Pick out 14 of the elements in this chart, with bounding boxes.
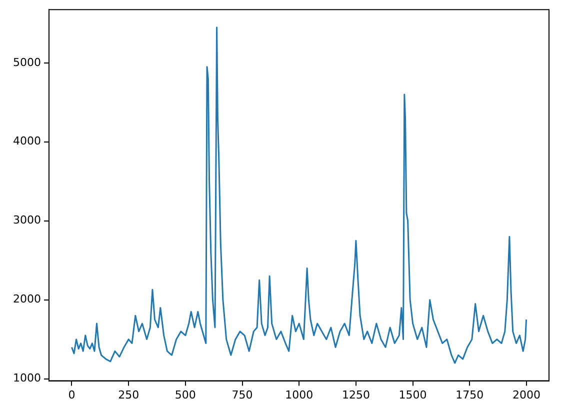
x-tick-label: 500 bbox=[174, 388, 196, 402]
x-tick-label: 0 bbox=[68, 388, 76, 402]
x-tick-label: 2000 bbox=[512, 388, 540, 402]
y-tick-label: 1000 bbox=[12, 372, 41, 385]
x-tick-label: 1250 bbox=[342, 388, 370, 402]
x-tick-label: 750 bbox=[232, 388, 253, 402]
x-tick-label: 1750 bbox=[456, 388, 484, 402]
x-tick-label: 1500 bbox=[398, 388, 427, 402]
x-tick-label: 1000 bbox=[285, 388, 314, 402]
y-tick-label: 5000 bbox=[12, 56, 41, 69]
y-tick-label: 3000 bbox=[12, 214, 41, 227]
y-tick-label: 2000 bbox=[12, 292, 41, 306]
y-tick-label: 4000 bbox=[12, 134, 41, 148]
x-tick-label: 250 bbox=[118, 388, 140, 402]
